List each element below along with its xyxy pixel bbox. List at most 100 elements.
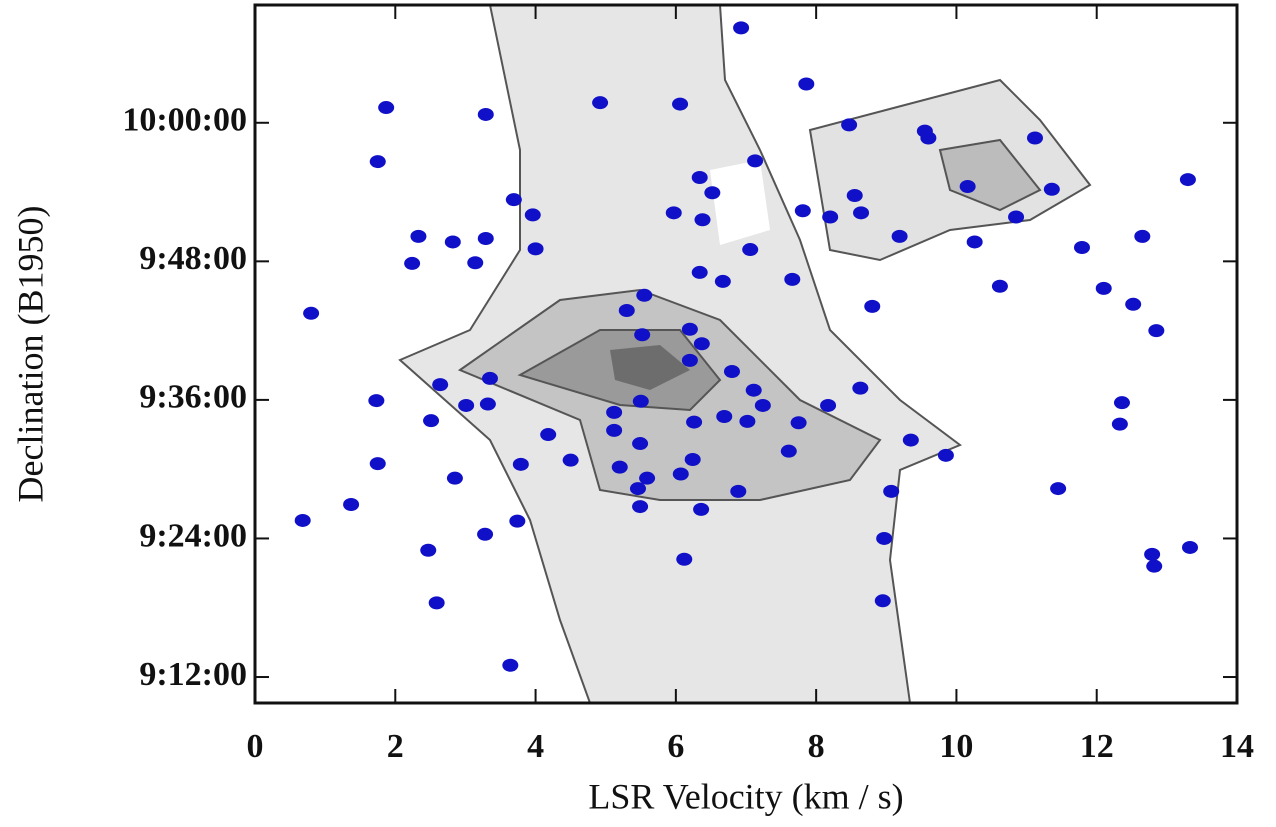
point: [853, 206, 870, 220]
point: [1111, 417, 1128, 431]
point: [684, 452, 701, 466]
point: [672, 467, 689, 481]
point: [780, 444, 797, 458]
point: [723, 364, 740, 378]
point: [512, 457, 529, 471]
x-tick-label: 2: [387, 728, 404, 765]
point: [841, 118, 858, 132]
point: [481, 371, 498, 385]
point: [694, 213, 711, 227]
point: [902, 433, 919, 447]
y-tick-label: 9:36:00: [139, 379, 247, 416]
point: [966, 235, 983, 249]
point: [343, 498, 360, 512]
x-tick-label: 8: [808, 728, 825, 765]
point: [432, 378, 449, 392]
y-axis-label: Declination (B1950): [10, 206, 50, 503]
point: [920, 131, 937, 145]
x-tick-label: 0: [247, 728, 264, 765]
point: [1026, 131, 1043, 145]
point: [378, 101, 395, 115]
point: [592, 96, 609, 110]
point: [1008, 210, 1025, 224]
point: [368, 394, 385, 408]
point: [676, 552, 693, 566]
point: [704, 186, 721, 200]
point: [784, 272, 801, 286]
point: [632, 437, 649, 451]
y-tick-label: 9:12:00: [139, 656, 247, 693]
point: [606, 405, 623, 419]
point: [540, 428, 557, 442]
point: [991, 279, 1008, 293]
point: [846, 189, 863, 203]
point: [444, 235, 461, 249]
point: [686, 415, 703, 429]
point: [477, 527, 494, 541]
point: [611, 460, 628, 474]
x-tick-label: 4: [527, 728, 544, 765]
point: [509, 514, 526, 528]
point: [852, 381, 869, 395]
point: [636, 288, 653, 302]
point: [681, 353, 698, 367]
point: [876, 531, 893, 545]
point: [639, 471, 656, 485]
point: [1179, 173, 1196, 187]
point: [672, 97, 689, 111]
point: [369, 155, 386, 169]
point: [477, 107, 494, 121]
point: [618, 304, 635, 318]
point: [303, 306, 320, 320]
y-tick-label: 10:00:00: [122, 102, 247, 139]
point: [420, 543, 437, 557]
x-tick-label: 6: [667, 728, 684, 765]
point: [404, 256, 421, 270]
point: [562, 453, 579, 467]
point: [1134, 229, 1151, 243]
point: [794, 204, 811, 218]
point: [691, 171, 708, 185]
point: [739, 414, 756, 428]
point: [681, 322, 698, 336]
point: [665, 206, 682, 220]
point: [883, 484, 900, 498]
point: [820, 398, 837, 412]
point: [798, 77, 815, 91]
point: [446, 471, 463, 485]
point: [1125, 297, 1142, 311]
point: [864, 299, 881, 313]
point: [423, 414, 440, 428]
point: [477, 231, 494, 245]
point: [524, 208, 541, 222]
point: [874, 594, 891, 608]
point: [754, 398, 771, 412]
point: [1073, 240, 1090, 254]
point: [822, 210, 839, 224]
point: [959, 180, 976, 194]
point: [747, 154, 764, 168]
point: [1113, 396, 1130, 410]
x-tick-label: 12: [1080, 728, 1114, 765]
point: [502, 658, 519, 672]
point: [634, 328, 651, 342]
point: [629, 482, 646, 496]
point: [937, 448, 954, 462]
y-tick-label: 9:24:00: [139, 517, 247, 554]
point: [632, 500, 649, 514]
point: [369, 457, 386, 471]
point: [479, 397, 496, 411]
point: [1182, 540, 1199, 554]
point: [410, 229, 427, 243]
point: [1050, 482, 1067, 496]
x-tick-label: 14: [1220, 728, 1254, 765]
point: [745, 383, 762, 397]
point: [693, 502, 710, 516]
point: [691, 265, 708, 279]
point: [458, 398, 475, 412]
point: [1144, 547, 1161, 561]
point: [716, 410, 733, 424]
point: [428, 596, 445, 610]
point: [790, 416, 807, 430]
